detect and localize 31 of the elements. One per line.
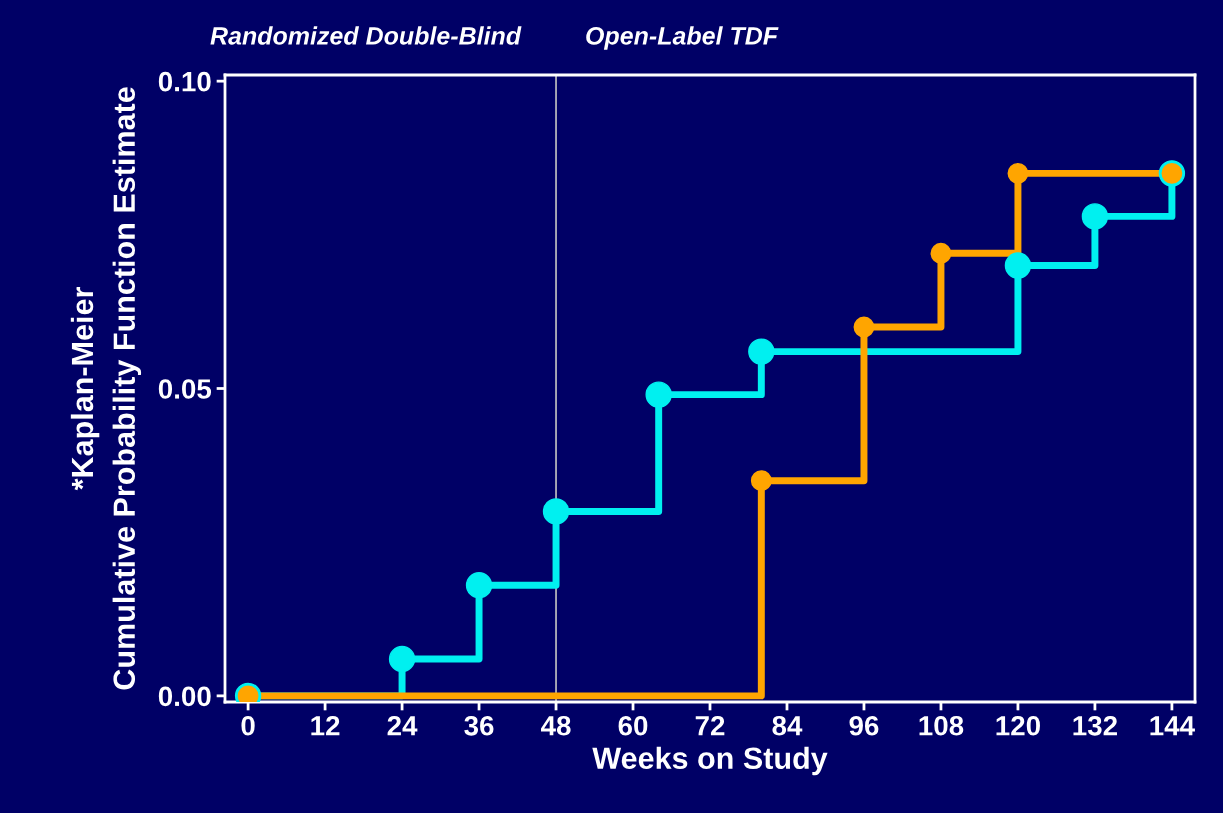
x-tick-label: 120	[996, 715, 1040, 736]
point	[750, 470, 772, 492]
x-tick-label: 24	[387, 715, 418, 736]
x-tick-label: 0	[241, 715, 255, 736]
point	[748, 338, 775, 365]
point	[465, 572, 493, 599]
x-tick-label: 132	[1073, 715, 1117, 736]
point	[388, 645, 416, 673]
x-tick-label: 84	[772, 715, 803, 736]
x-tick-label: 60	[618, 715, 648, 736]
x-tick-label: 96	[849, 715, 879, 736]
x-tick-label: 36	[464, 715, 494, 736]
point	[1004, 252, 1032, 279]
y-tick-label: 0.10	[158, 71, 211, 92]
point	[930, 242, 952, 264]
point	[645, 381, 672, 408]
text: Randomized Double-Blind	[210, 26, 522, 45]
point	[542, 498, 570, 525]
y-tick-label: 0.00	[158, 686, 211, 707]
x-tick-label: 108	[919, 715, 964, 736]
x-tick-label: 72	[695, 715, 725, 736]
point	[1081, 203, 1109, 230]
x-tick-label: 144	[1150, 716, 1195, 736]
text: Open-Label TDF	[586, 26, 779, 50]
y-axis-title: *Kaplan-Meier Cumulative Probability Function Estimate	[70, 87, 142, 690]
x-tick-label: 12	[311, 715, 340, 736]
y-tick-label: 0.05	[158, 379, 212, 399]
point	[1007, 162, 1029, 184]
x-tick-label: 48	[541, 715, 571, 736]
point	[853, 316, 875, 338]
x-axis-title: Weeks on Study	[592, 746, 828, 776]
